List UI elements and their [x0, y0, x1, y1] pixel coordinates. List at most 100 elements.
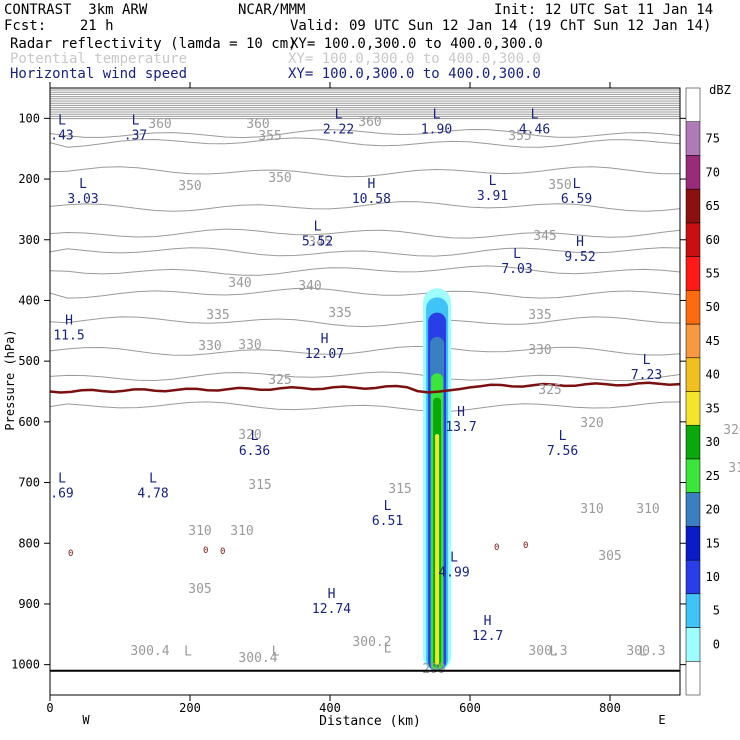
- theta-contour-label: 320: [580, 416, 603, 431]
- theta-contour-line: [49, 316, 681, 328]
- wind-extremum-value: .37: [124, 128, 147, 143]
- wind-extremum-type: L: [58, 113, 66, 128]
- wind-extremum-type: L: [335, 107, 343, 122]
- field2-name: Potential temperature: [10, 51, 188, 67]
- theta-contour-label: 310: [636, 502, 659, 517]
- wind-extremum-type: L: [513, 247, 521, 262]
- theta-contour-line: [49, 345, 681, 356]
- colorbar-label: 50: [706, 300, 720, 314]
- wind-extremum-type: H: [328, 587, 336, 602]
- theta-contour-label: 300.3: [626, 644, 665, 659]
- wind-extremum-type: L: [549, 645, 557, 660]
- colorbar-swatch: [685, 256, 701, 291]
- wind-extremum-type: L: [184, 645, 192, 660]
- theta-contour-label: 335: [528, 308, 551, 323]
- zero-contour-label: 0: [220, 547, 225, 557]
- wind-extremum-type: H: [367, 177, 375, 192]
- colorbar-label: 60: [706, 233, 720, 247]
- wind-extremum-value: 7.03: [501, 262, 532, 277]
- theta-contour-label: 300.4: [238, 651, 277, 666]
- theta-contour-line: [49, 287, 681, 299]
- theta-contour-label: 340: [228, 276, 251, 291]
- wind-extremum-value: 9.52: [564, 250, 595, 265]
- colorbar-swatch: [685, 121, 701, 156]
- west-label: W: [82, 713, 90, 727]
- x-tick-label: 0: [46, 701, 53, 715]
- wind-extremum-type: L: [384, 642, 392, 657]
- theta-contour-label: 305: [188, 582, 211, 597]
- wind-extremum-value: 12.07: [305, 347, 344, 362]
- wind-extremum-type: H: [576, 235, 584, 250]
- wind-extremum-value: 6.36: [239, 444, 270, 459]
- colorbar-label: 30: [706, 435, 720, 449]
- theta-contour-label: 360: [246, 117, 269, 132]
- colorbar-swatch: [685, 526, 701, 561]
- east-label: E: [658, 713, 665, 727]
- colorbar-swatch: [685, 155, 701, 190]
- wind-extremum-type: H: [484, 614, 492, 629]
- theta-contour-line: [49, 137, 681, 148]
- y-tick-label: 700: [18, 476, 40, 490]
- colorbar-unit: dBZ: [709, 83, 731, 97]
- wind-extremum-value: 6.59: [561, 192, 592, 207]
- axes: 100 200 300 400 500 600 700 800 900 1000 0 200 400 60…: [11, 82, 686, 715]
- x-tick-label: 400: [319, 701, 341, 715]
- x-tick-label: 800: [599, 701, 621, 715]
- colorbar-label: 15: [706, 536, 720, 550]
- theta-contour-line: [49, 401, 681, 412]
- zero-contour: [49, 381, 681, 394]
- wind-extremum-value: 6.51: [372, 514, 403, 529]
- wind-extremum-type: L: [531, 107, 539, 122]
- wind-extremum-type: L: [149, 472, 157, 487]
- theta-contour-label: 300.3: [528, 644, 567, 659]
- theta-contour-label: 350: [178, 179, 201, 194]
- theta-contour-line: [49, 371, 681, 382]
- wind-extremum-type: L: [559, 429, 567, 444]
- colorbar-swatch: [685, 323, 701, 359]
- colorbar-swatch: [685, 424, 701, 460]
- theta-contour-label: 335: [328, 306, 351, 321]
- wind-extremum-type: L: [132, 113, 140, 128]
- wind-extremum-type: H: [65, 314, 73, 329]
- theta-contour-label: 325: [268, 373, 291, 388]
- theta-contour-label: 330: [198, 339, 221, 354]
- wind-extremum-value: 10.58: [352, 192, 391, 207]
- colorbar-swatch: [685, 458, 701, 493]
- wind-extremum-value: 13.7: [445, 420, 476, 435]
- y-axis-title: Pressure (hPa): [3, 329, 17, 430]
- colorbar-label: 70: [706, 165, 720, 179]
- colorbar-label: 40: [706, 368, 720, 382]
- theta-contour-label: 340: [298, 279, 321, 294]
- field1-name: Radar reflectivity (lamda = 10 cm): [10, 36, 297, 52]
- colorbar-label: 55: [706, 267, 720, 281]
- colorbar-label: 5: [713, 604, 720, 618]
- theta-contour-label: 335: [206, 308, 229, 323]
- field3-name: Horizontal wind speed: [10, 66, 188, 82]
- theta-contour-label: 350: [268, 171, 291, 186]
- theta-contour-label: 310: [188, 524, 211, 539]
- theta-contour-label: 330: [528, 343, 551, 358]
- y-tick-label: 300: [18, 233, 40, 247]
- theta-contour-line: [49, 247, 681, 257]
- colorbar-swatch: [685, 87, 701, 122]
- x-tick-label: 200: [179, 701, 201, 715]
- wind-extremum-value: 2.22: [323, 122, 354, 137]
- colorbar-swatch: [685, 391, 701, 426]
- wind-extremum-value: 5.52: [302, 235, 333, 250]
- y-tick-label: 900: [18, 597, 40, 611]
- y-tick-label: 1000: [11, 658, 40, 672]
- theta-contour-label: 345: [533, 229, 556, 244]
- x-axis-title: Distance (km): [319, 714, 421, 729]
- theta-contour-line: [49, 166, 681, 178]
- colorbar-swatch: [685, 188, 701, 224]
- colorbar-swatch: [685, 290, 701, 325]
- wind-extremum-value: .69: [50, 487, 73, 502]
- zero-contour-label: 0: [68, 549, 73, 559]
- wind-extremum-value: 7.23: [631, 368, 662, 383]
- wind-extremum-type: L: [272, 645, 280, 660]
- colorbar-label: 0: [713, 637, 720, 651]
- theta-contour-label: 315: [728, 461, 740, 476]
- colorbar-swatch: [685, 222, 701, 257]
- colorbar-label: 25: [706, 469, 720, 483]
